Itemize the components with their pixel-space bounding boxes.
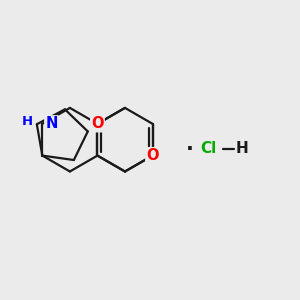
Text: O: O bbox=[146, 148, 159, 163]
Text: ·: · bbox=[186, 139, 194, 158]
Text: O: O bbox=[91, 116, 104, 131]
Text: H: H bbox=[22, 115, 33, 128]
Text: H: H bbox=[236, 141, 248, 156]
Text: N: N bbox=[45, 116, 58, 131]
Text: Cl: Cl bbox=[200, 141, 216, 156]
